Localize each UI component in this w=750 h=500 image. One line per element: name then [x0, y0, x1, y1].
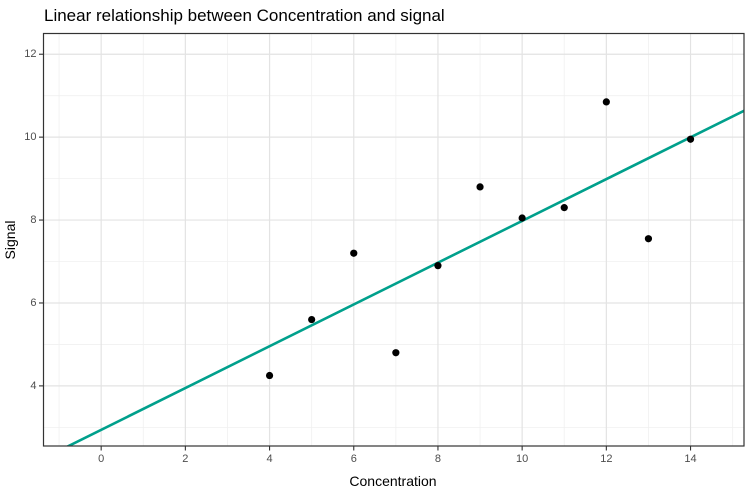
x-axis-tick-label: 12	[600, 453, 612, 465]
scatter-point	[644, 235, 653, 243]
y-axis-tick-label: 6	[30, 297, 36, 309]
scatter-point	[350, 249, 358, 257]
scatter-point	[476, 183, 484, 191]
x-axis-title: Concentration	[349, 473, 436, 489]
major-gridlines	[43, 33, 744, 446]
scatter-point	[686, 135, 695, 143]
plot-panel	[43, 33, 744, 446]
plot-title: Linear relationship between Concentratio…	[44, 6, 445, 25]
scatter-point	[265, 371, 274, 380]
y-axis-tick-label: 12	[24, 48, 36, 60]
axis-ticks	[39, 53, 692, 451]
minor-gridlines	[43, 33, 744, 446]
y-axis-title: Signal	[2, 221, 18, 260]
x-axis-tick-label: 8	[435, 453, 441, 465]
x-axis-tick-label: 0	[98, 453, 104, 465]
axis-tick-labels: 0 2 4 6 8 10 12 14 4 6 8 10 12	[24, 48, 696, 465]
y-axis-tick-label: 4	[30, 380, 36, 392]
y-axis-tick-label: 8	[30, 214, 36, 226]
scatter-point	[518, 214, 526, 222]
x-axis-tick-label: 2	[182, 453, 188, 465]
scatter-point	[434, 262, 442, 270]
scatter-point	[392, 349, 400, 357]
y-axis-tick-label: 10	[24, 131, 36, 143]
panel-border	[42, 32, 745, 447]
x-axis-tick-label: 6	[351, 453, 357, 465]
x-axis-tick-label: 14	[684, 453, 696, 465]
x-axis-tick-label: 4	[267, 453, 273, 465]
regression-line	[65, 109, 744, 446]
regression-line-group	[65, 109, 744, 446]
scatter-point	[308, 315, 316, 324]
x-axis-tick-label: 10	[516, 453, 528, 465]
scatter-points	[265, 98, 695, 380]
scatter-point	[560, 204, 568, 212]
scatter-point	[602, 98, 610, 106]
